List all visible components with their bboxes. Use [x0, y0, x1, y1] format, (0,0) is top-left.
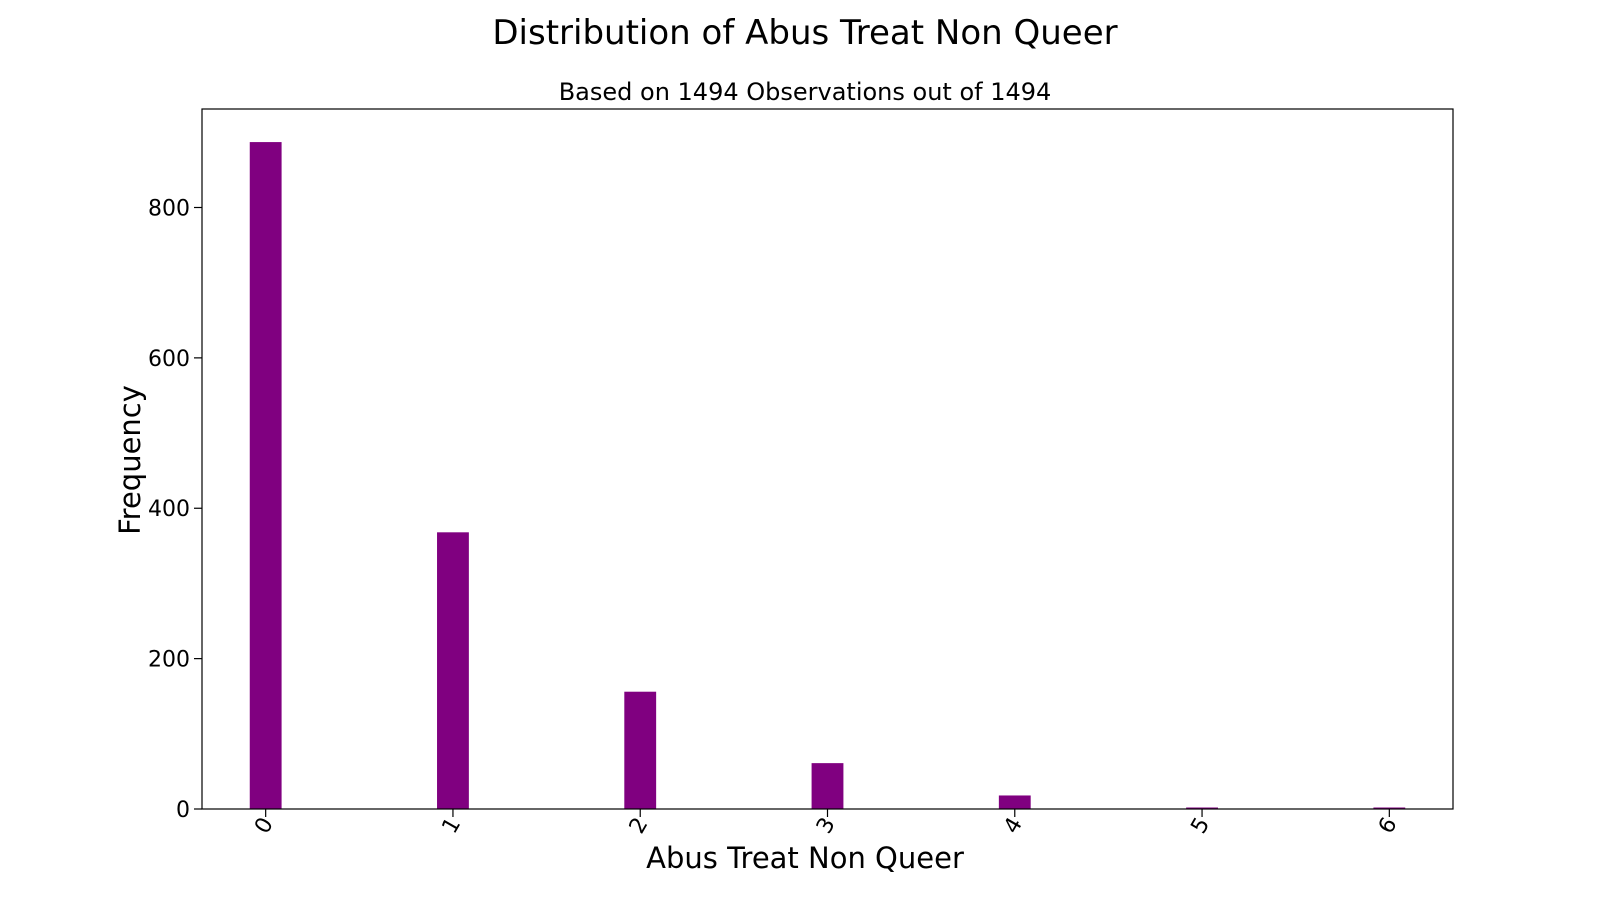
bar-6 — [1373, 807, 1406, 809]
bar-3 — [811, 763, 844, 809]
plot-frame — [201, 108, 1454, 810]
y-tick-label-0: 0 — [176, 798, 190, 823]
axes-layer: 0 200 400 600 800 0 1 2 3 4 5 6 — [148, 108, 1454, 839]
y-tick-label-400: 400 — [148, 497, 190, 522]
y-tick-label-800: 800 — [148, 196, 190, 221]
x-axis-label: Abus Treat Non Queer — [646, 841, 964, 875]
x-tick-label-5: 5 — [1187, 814, 1216, 839]
bars-layer — [249, 142, 1406, 809]
x-tick-label-3: 3 — [812, 814, 841, 839]
y-tick-label-200: 200 — [148, 648, 190, 673]
bar-5 — [1186, 807, 1218, 809]
x-tick-label-6: 6 — [1374, 814, 1403, 839]
y-axis-label: Frequency — [113, 385, 147, 535]
chart-title: Distribution of Abus Treat Non Queer — [492, 13, 1117, 53]
x-tick-label-2: 2 — [625, 814, 654, 839]
x-tick-label-0: 0 — [250, 814, 279, 839]
bar-2 — [624, 691, 657, 809]
x-tick-label-4: 4 — [999, 814, 1028, 839]
bar-4 — [998, 795, 1031, 809]
chart-subtitle: Based on 1494 Observations out of 1494 — [559, 78, 1052, 106]
y-tick-label-600: 600 — [148, 347, 190, 372]
x-tick-label-1: 1 — [437, 814, 466, 839]
bar-1 — [437, 532, 469, 809]
bar-0 — [249, 142, 282, 809]
